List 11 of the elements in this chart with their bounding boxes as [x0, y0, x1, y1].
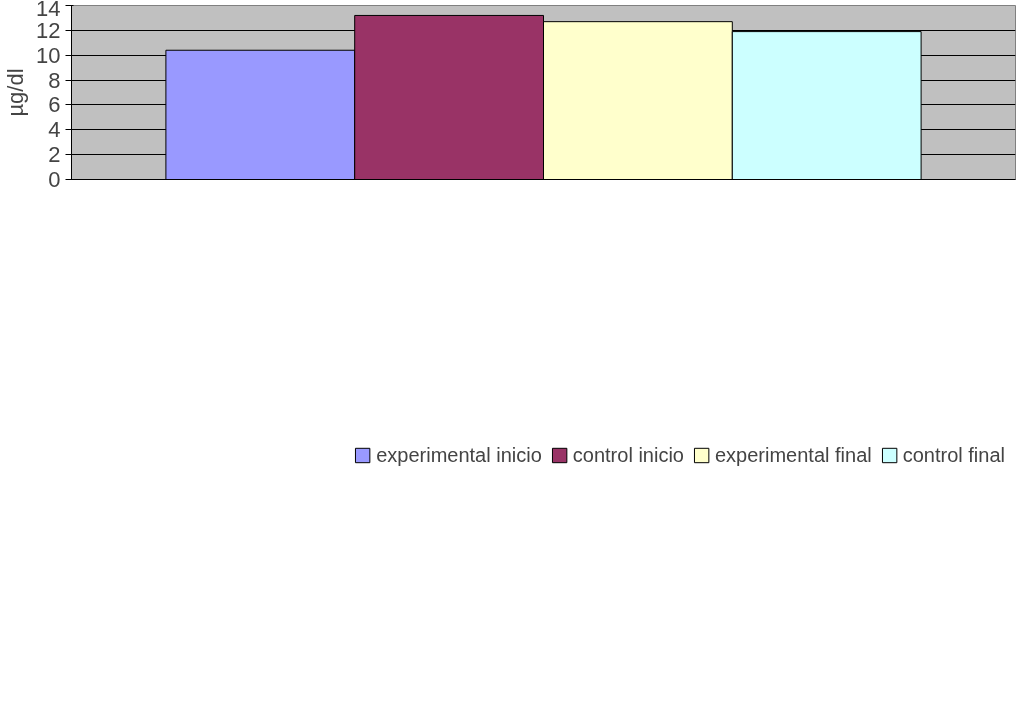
legend-label: control final [902, 443, 1005, 467]
legend-label: experimental inicio [376, 443, 542, 467]
legend-label: control inicio [572, 443, 684, 467]
y-tick-label: 0 [48, 167, 61, 192]
y-axis-title: µg/dl [3, 68, 29, 117]
y-tick-label: 8 [48, 67, 61, 93]
y-tick-label: 10 [36, 42, 61, 68]
y-tick-label: 4 [48, 117, 61, 143]
y-tick-label: 6 [48, 92, 61, 118]
y-tick-label: 2 [48, 142, 61, 168]
legend-label: experimental final [714, 443, 872, 467]
